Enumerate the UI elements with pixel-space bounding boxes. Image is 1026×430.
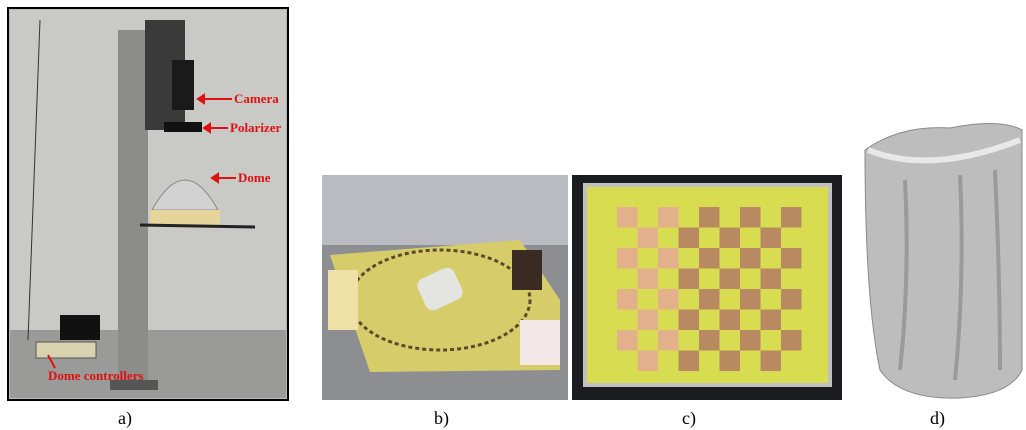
checker-square	[699, 248, 720, 269]
annotation: Dome controllers	[48, 368, 143, 383]
arrowhead	[210, 172, 219, 184]
checker-square	[699, 330, 720, 351]
annotation: Dome	[238, 170, 271, 185]
annotation: Polarizer	[230, 120, 281, 135]
object	[417, 267, 463, 311]
checker-square	[781, 330, 802, 351]
checker-square	[740, 207, 761, 228]
checker-square	[719, 309, 740, 330]
dome	[151, 179, 219, 211]
checker-square	[719, 268, 740, 289]
photo-setup: Camera Polarizer Dome Dome controllers	[7, 7, 289, 401]
caption: c)	[682, 408, 696, 429]
checker-square	[617, 207, 638, 228]
checker-square	[760, 350, 781, 371]
dome-mount	[150, 210, 220, 226]
checker-square	[658, 330, 679, 351]
controller-board	[35, 341, 97, 359]
arrowhead	[202, 122, 211, 134]
checker-square	[658, 207, 679, 228]
camera	[172, 60, 194, 110]
caption: a)	[118, 408, 132, 429]
checker-square	[699, 289, 720, 310]
checker-squares	[617, 207, 802, 371]
checker-square	[678, 350, 699, 371]
photo-checkerboard	[572, 175, 842, 400]
checker-square	[617, 330, 638, 351]
pillar	[118, 30, 148, 385]
arrows	[47, 93, 236, 369]
electronics	[512, 250, 542, 290]
checker-square	[617, 289, 638, 310]
checker-square	[678, 309, 699, 330]
annotation: Camera	[234, 91, 279, 106]
checker-square	[699, 207, 720, 228]
checker-square	[740, 248, 761, 269]
checker-square	[658, 248, 679, 269]
arrowhead	[196, 93, 205, 105]
caption: b)	[434, 408, 449, 429]
checker-square	[760, 309, 781, 330]
checker-square	[781, 289, 802, 310]
checker-square	[637, 350, 658, 371]
checker-square	[719, 227, 740, 248]
paper	[328, 270, 358, 330]
render-object	[864, 122, 1023, 399]
checker-square	[637, 227, 658, 248]
checker-square	[781, 207, 802, 228]
caption: d)	[930, 408, 945, 429]
folds	[898, 169, 1002, 381]
pillar-base	[110, 380, 158, 390]
checker-square	[740, 330, 761, 351]
checker-square	[658, 289, 679, 310]
checker-square	[617, 248, 638, 269]
rod	[139, 223, 256, 229]
checker-square	[740, 289, 761, 310]
highlight	[866, 137, 1022, 164]
pcb	[330, 240, 560, 372]
checker-square	[678, 268, 699, 289]
wall	[322, 175, 568, 245]
arrow	[47, 354, 56, 369]
checker-square	[760, 227, 781, 248]
checker-square	[760, 268, 781, 289]
cable	[27, 19, 41, 341]
photo-board	[322, 175, 568, 400]
checker-square	[637, 309, 658, 330]
paper	[520, 320, 560, 365]
polarizer	[164, 122, 202, 132]
controller-box	[60, 315, 100, 340]
checker-square	[719, 350, 740, 371]
checker-square	[781, 248, 802, 269]
checker-square	[637, 268, 658, 289]
checker-square	[678, 227, 699, 248]
